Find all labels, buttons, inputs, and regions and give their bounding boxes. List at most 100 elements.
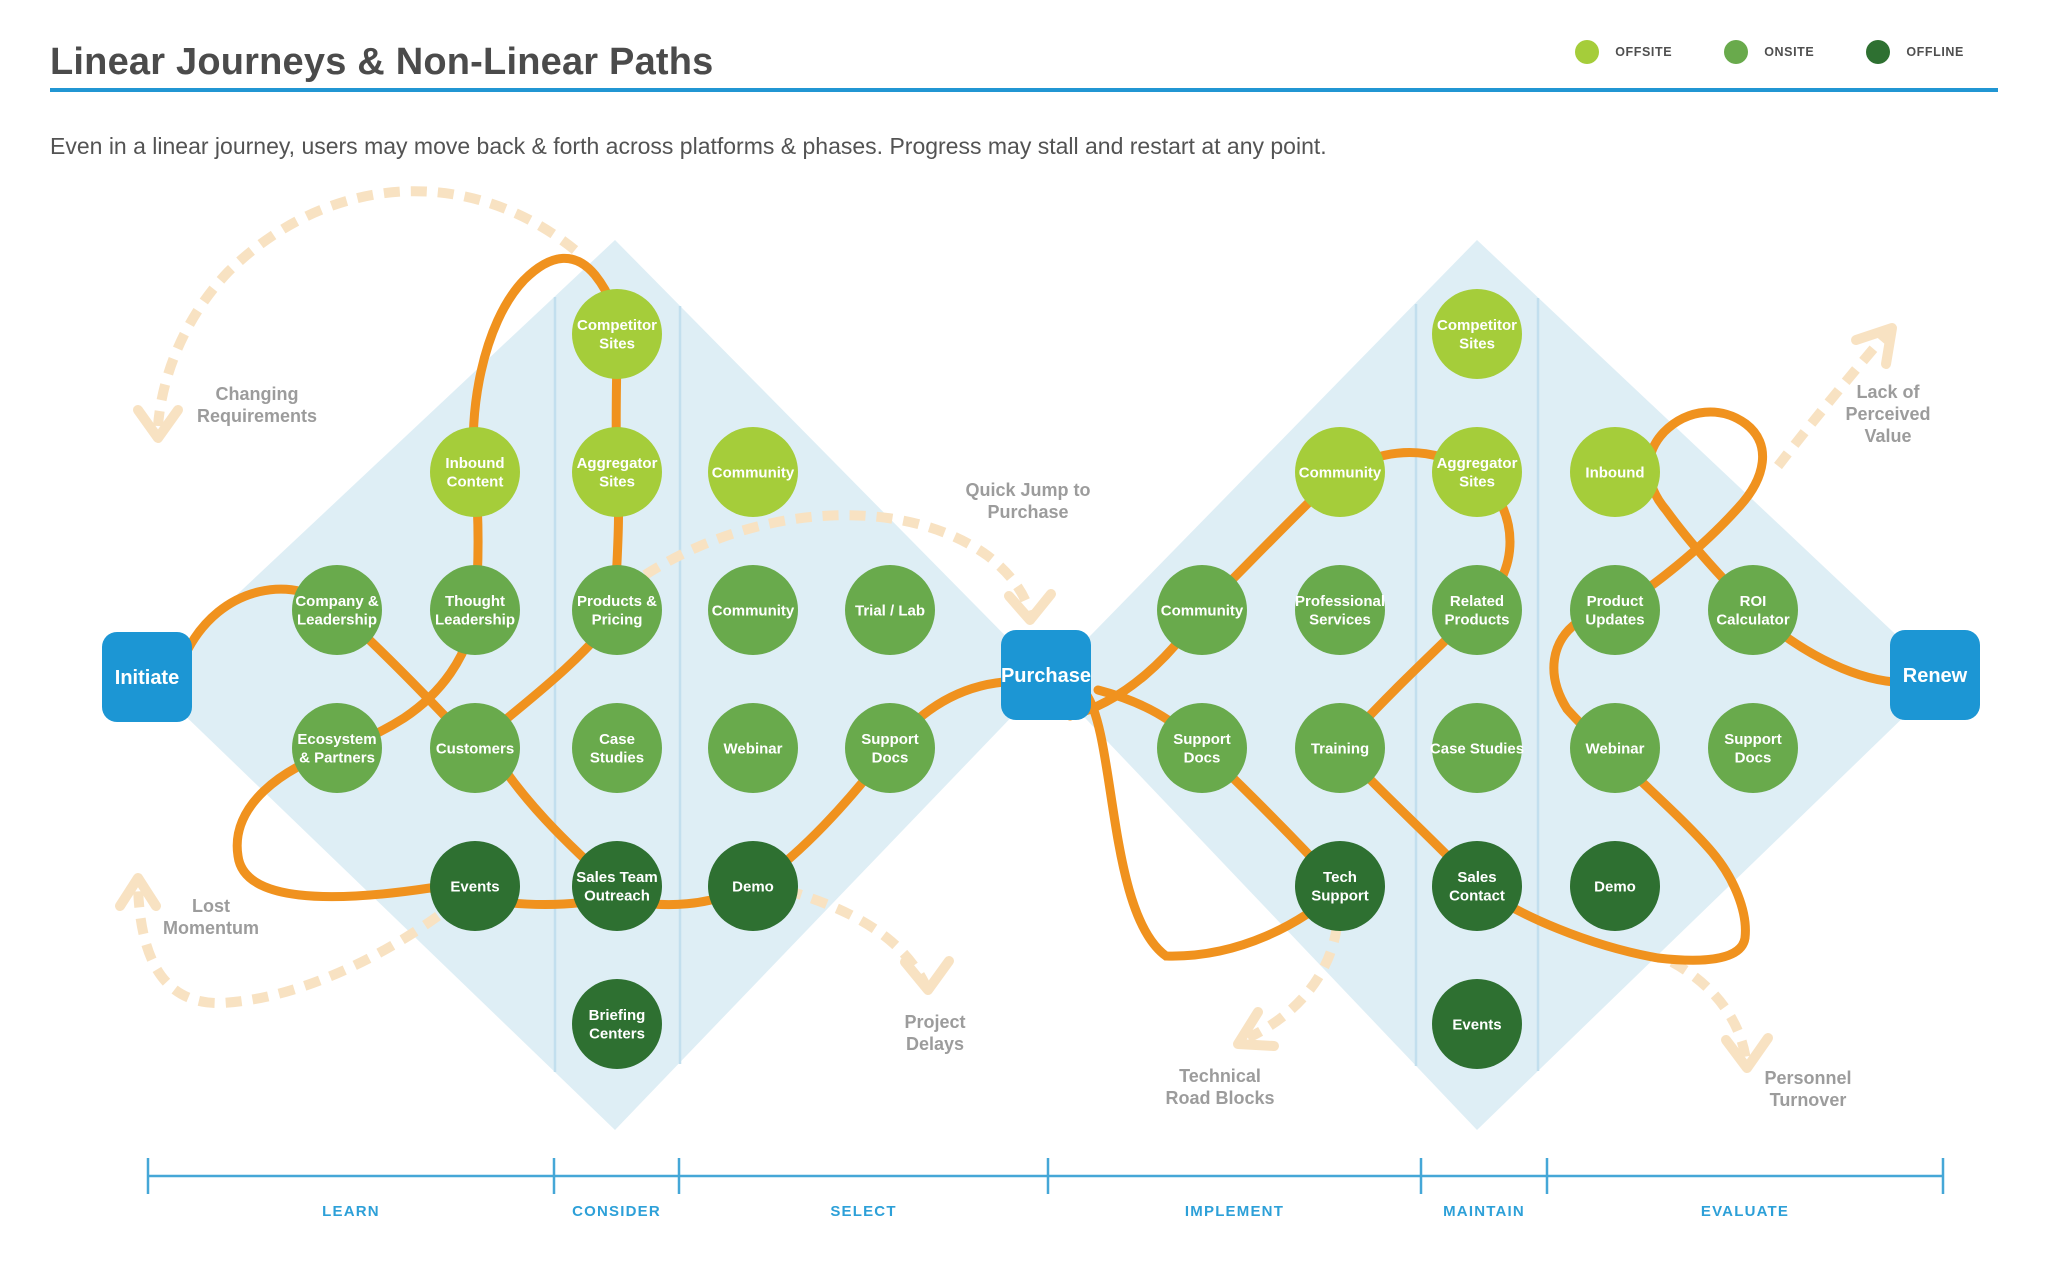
phase-axis: LEARN CONSIDER SELECT IMPLEMENT MAINTAIN EVAL…	[146, 1158, 1945, 1220]
onsite-circle	[430, 565, 520, 655]
node-webinar: Webinar	[1570, 703, 1660, 793]
node-label: Sales Contact	[1449, 869, 1505, 905]
node-label: Products & Pricing	[577, 593, 657, 629]
node-community: Community	[708, 427, 798, 517]
node-label: Demo	[1594, 879, 1636, 896]
phase-label-select: SELECT	[830, 1203, 896, 1220]
node-label: Community	[712, 465, 795, 482]
node-label: Related Products	[1444, 593, 1509, 629]
onsite-circle	[1295, 703, 1385, 793]
lost-momentum-arrow-head	[115, 873, 161, 911]
node-demo: Demo	[708, 841, 798, 931]
milestone-box	[1890, 630, 1980, 720]
onsite-circle	[1570, 565, 1660, 655]
phase-label-consider: CONSIDER	[572, 1203, 661, 1220]
legend-item-onsite: ONSITE	[1724, 40, 1814, 64]
node-label: Professional Services	[1295, 593, 1385, 629]
offline-dot-icon	[1866, 40, 1891, 64]
project-delays-arrow	[784, 885, 930, 987]
node-ecosystem-partners: Ecosystem & Partners	[292, 703, 382, 793]
phase-column-dividers	[553, 297, 1540, 1072]
node-community: Community	[1295, 427, 1385, 517]
node-customers: Customers	[430, 703, 520, 793]
node-competitor-sites: Competitor Sites	[1432, 289, 1522, 379]
annotation-personnel-turnover: Personnel Turnover	[1764, 1068, 1851, 1110]
changing-requirements-arrow	[153, 186, 579, 427]
node-sales-team-outreach: Sales Team Outreach	[572, 841, 662, 931]
onsite-dot-icon	[1724, 40, 1749, 64]
node-related-products: Related Products	[1432, 565, 1522, 655]
offline-circle	[572, 979, 662, 1069]
technical-road-blocks-arrow	[1245, 925, 1342, 1043]
node-label: Webinar	[1586, 741, 1645, 758]
offsite-circle	[1570, 427, 1660, 517]
node-webinar: Webinar	[708, 703, 798, 793]
annotation-lost-momentum: Lost Momentum	[163, 896, 259, 938]
node-label: Community	[1161, 603, 1244, 620]
node-events: Events	[1432, 979, 1522, 1069]
page-title: Linear Journeys & Non-Linear Paths	[50, 41, 714, 84]
annotation-technical-road-blocks: Technical Road Blocks	[1165, 1066, 1274, 1108]
node-product-updates: Product Updates	[1570, 565, 1660, 655]
milestone-label: Renew	[1903, 665, 1968, 687]
node-label: Customers	[436, 741, 514, 758]
onsite-circle	[572, 703, 662, 793]
node-label: Briefing Centers	[589, 1007, 646, 1043]
node-aggregator-sites: Aggregator Sites	[1432, 427, 1522, 517]
node-company-leadership: Company & Leadership	[292, 565, 382, 655]
phase-label-learn: LEARN	[322, 1203, 380, 1220]
node-label: Webinar	[724, 741, 783, 758]
node-label: Case Studies	[590, 731, 644, 767]
node-label: Product Updates	[1585, 593, 1644, 629]
node-thought-leadership: Thought Leadership	[430, 565, 520, 655]
node-label: Events	[450, 879, 499, 896]
node-inbound: Inbound	[1570, 427, 1660, 517]
offline-circle	[430, 841, 520, 931]
milestone-box	[102, 632, 192, 722]
node-roi-calculator: ROI Calculator	[1708, 565, 1798, 655]
onsite-circle	[845, 703, 935, 793]
onsite-circle	[430, 703, 520, 793]
node-products-pricing: Products & Pricing	[572, 565, 662, 655]
annotation-quick-jump-to-purchase: Quick Jump to Purchase	[965, 480, 1090, 522]
onsite-circle	[292, 703, 382, 793]
node-label: Demo	[732, 879, 774, 896]
milestone-renew: Renew	[1890, 630, 1980, 720]
lack-of-perceived-value-arrow	[1774, 330, 1890, 470]
onsite-circle	[1157, 703, 1247, 793]
offsite-dot-icon	[1575, 40, 1600, 64]
node-label: Community	[712, 603, 795, 620]
node-case-studies: Case Studies	[572, 703, 662, 793]
offline-circle	[1432, 841, 1522, 931]
onsite-circle	[292, 565, 382, 655]
node-competitor-sites: Competitor Sites	[572, 289, 662, 379]
legend-label-offsite: OFFSITE	[1615, 45, 1673, 59]
lost-momentum-arrow	[133, 885, 441, 1009]
node-events: Events	[430, 841, 520, 931]
project-delays-arrow-head	[900, 956, 954, 995]
milestone-box	[1001, 630, 1091, 720]
onsite-circle	[708, 565, 798, 655]
offsite-circle	[1432, 289, 1522, 379]
node-aggregator-sites: Aggregator Sites	[572, 427, 662, 517]
node-label: Support Docs	[1724, 731, 1782, 767]
node-briefing-centers: Briefing Centers	[572, 979, 662, 1069]
offsite-circle	[708, 427, 798, 517]
onsite-circle	[1432, 703, 1522, 793]
phase-label-maintain: MAINTAIN	[1443, 1203, 1525, 1220]
legend-item-offline: OFFLINE	[1866, 40, 1964, 64]
phase-label-implement: IMPLEMENT	[1185, 1203, 1284, 1220]
offsite-circle	[572, 289, 662, 379]
offline-circle	[1295, 841, 1385, 931]
node-label: Support Docs	[861, 731, 919, 767]
personnel-turnover-arrow-head	[1721, 1033, 1773, 1073]
offline-circle	[572, 841, 662, 931]
node-label: Company & Leadership	[295, 593, 379, 629]
node-label: Training	[1311, 741, 1369, 758]
onsite-circle	[1570, 703, 1660, 793]
onsite-circle	[1432, 565, 1522, 655]
title-rule	[50, 88, 1998, 92]
milestone-label: Initiate	[115, 667, 179, 689]
onsite-circle	[1708, 565, 1798, 655]
